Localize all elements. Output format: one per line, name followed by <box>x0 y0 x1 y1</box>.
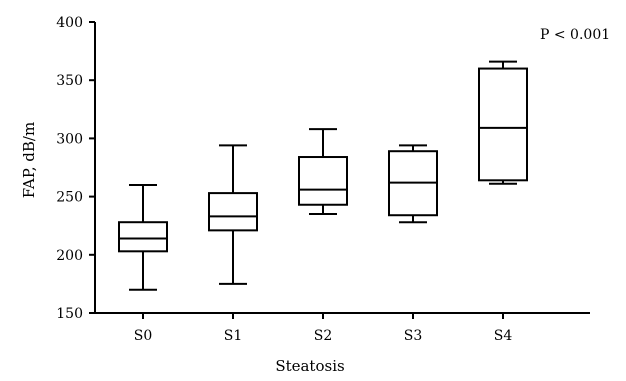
iqr-box <box>298 156 348 206</box>
box-s2: S2 <box>298 128 348 344</box>
x-tick-label: S0 <box>134 328 153 344</box>
box-s3: S3 <box>388 144 438 344</box>
iqr-box <box>478 67 528 182</box>
box-s4: S4 <box>478 60 528 344</box>
x-tick-label: S1 <box>224 328 243 344</box>
iqr-box <box>208 192 258 232</box>
y-tick-label: 400 <box>56 15 83 31</box>
p-value-annotation: P < 0.001 <box>540 27 610 43</box>
x-axis-title: Steatosis <box>275 357 344 375</box>
x-tick-label: S2 <box>314 328 333 344</box>
box-s1: S1 <box>208 144 258 344</box>
y-tick-label: 250 <box>56 190 83 206</box>
axes <box>94 22 590 314</box>
y-ticks: 150 200 250 300 350 400 <box>56 15 95 322</box>
iqr-box <box>118 221 168 253</box>
x-tick-label: S4 <box>494 328 513 344</box>
box-s0: S0 <box>118 183 168 344</box>
x-tick-label: S3 <box>404 328 423 344</box>
y-tick-label: 350 <box>56 73 83 89</box>
y-axis-title: FAP, dB/m <box>20 122 38 198</box>
y-tick-label: 300 <box>56 131 83 147</box>
y-tick-label: 150 <box>56 306 83 322</box>
y-tick-label: 200 <box>56 248 83 264</box>
boxes: S0 S1 S2 S3 S4 <box>118 60 528 344</box>
